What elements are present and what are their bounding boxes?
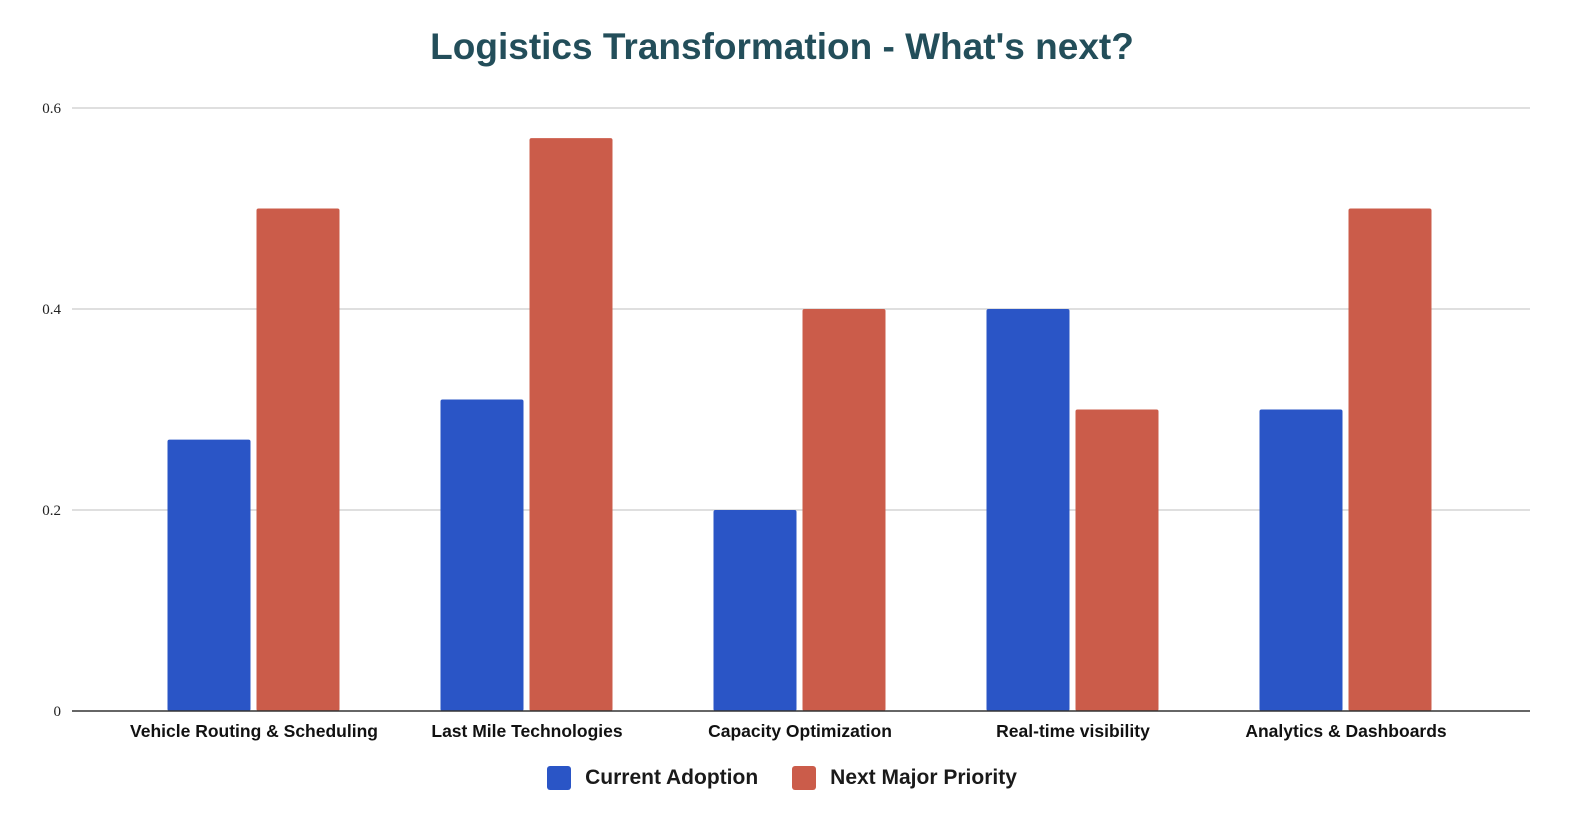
x-tick-label: Vehicle Routing & Scheduling xyxy=(130,721,378,741)
legend-label: Next Major Priority xyxy=(830,766,1017,789)
bar-current-adoption xyxy=(440,399,524,711)
legend-item-current-adoption[interactable]: Current Adoption xyxy=(547,766,758,790)
chart-title: Logistics Transformation - What's next? xyxy=(430,26,1134,67)
y-tick-label: 0.2 xyxy=(42,503,61,519)
legend-swatch xyxy=(547,766,572,790)
bar-current-adoption xyxy=(986,309,1070,711)
y-tick-label: 0.4 xyxy=(42,302,61,318)
y-tick-label: 0.6 xyxy=(42,101,61,117)
bar-current-adoption xyxy=(713,510,797,711)
legend-item-next-major-priority[interactable]: Next Major Priority xyxy=(792,766,1017,790)
legend: Current Adoption Next Major Priority xyxy=(0,766,1564,790)
x-tick-label: Last Mile Technologies xyxy=(431,721,623,741)
bar-current-adoption xyxy=(167,439,251,711)
bar-next-major-priority xyxy=(256,208,340,711)
bar-current-adoption xyxy=(1259,409,1343,711)
bar-next-major-priority xyxy=(529,138,613,711)
x-tick-label: Real-time visibility xyxy=(996,721,1150,741)
x-tick-label: Capacity Optimization xyxy=(708,721,892,741)
x-tick-label: Analytics & Dashboards xyxy=(1245,721,1447,741)
bar-next-major-priority xyxy=(1075,409,1159,711)
bar-next-major-priority xyxy=(802,309,886,711)
y-tick-label: 0 xyxy=(54,704,62,720)
legend-label: Current Adoption xyxy=(585,766,759,789)
legend-swatch xyxy=(792,766,817,790)
bar-next-major-priority xyxy=(1348,208,1432,711)
